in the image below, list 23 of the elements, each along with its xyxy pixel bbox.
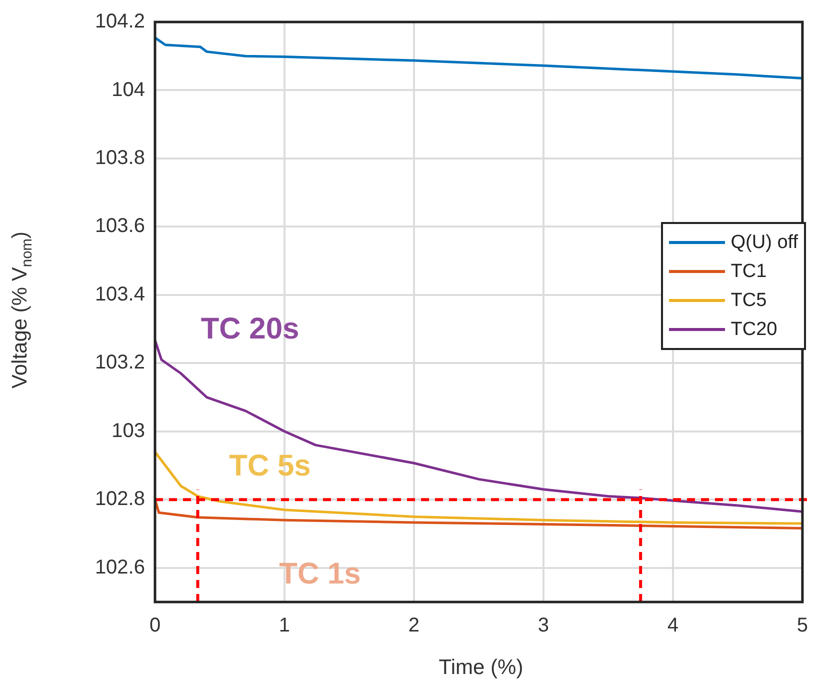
x-tick-label: 5	[796, 614, 808, 637]
y-tick-label: 103	[112, 420, 145, 442]
x-tick-label: 0	[149, 614, 161, 637]
x-tick-label: 4	[667, 614, 679, 637]
annotation: TC 1s	[279, 557, 361, 590]
legend-label: TC20	[730, 318, 778, 340]
annotation: TC 20s	[200, 312, 300, 346]
y-tick-label: 104.2	[94, 10, 145, 33]
y-tick-label: 103.4	[94, 283, 145, 306]
legend-label: Q(U) off	[730, 232, 798, 254]
legend-label: TC5	[730, 290, 767, 312]
y-tick-label: 102.6	[94, 556, 145, 578]
x-tick-label: 2	[408, 614, 420, 637]
legend-label: TC1	[730, 260, 767, 282]
x-tick-label: 1	[278, 614, 290, 637]
y-tick-label: 103.2	[94, 352, 145, 374]
x-axis-title: Time (%)	[438, 656, 524, 680]
y-tick-label: 104	[112, 78, 145, 101]
y-tick-label: 102.8	[94, 488, 145, 510]
annotation: TC 5s	[229, 449, 311, 482]
y-tick-label: 103.6	[94, 215, 145, 238]
x-tick-label: 3	[538, 614, 550, 637]
y-tick-label: 103.8	[94, 146, 145, 169]
